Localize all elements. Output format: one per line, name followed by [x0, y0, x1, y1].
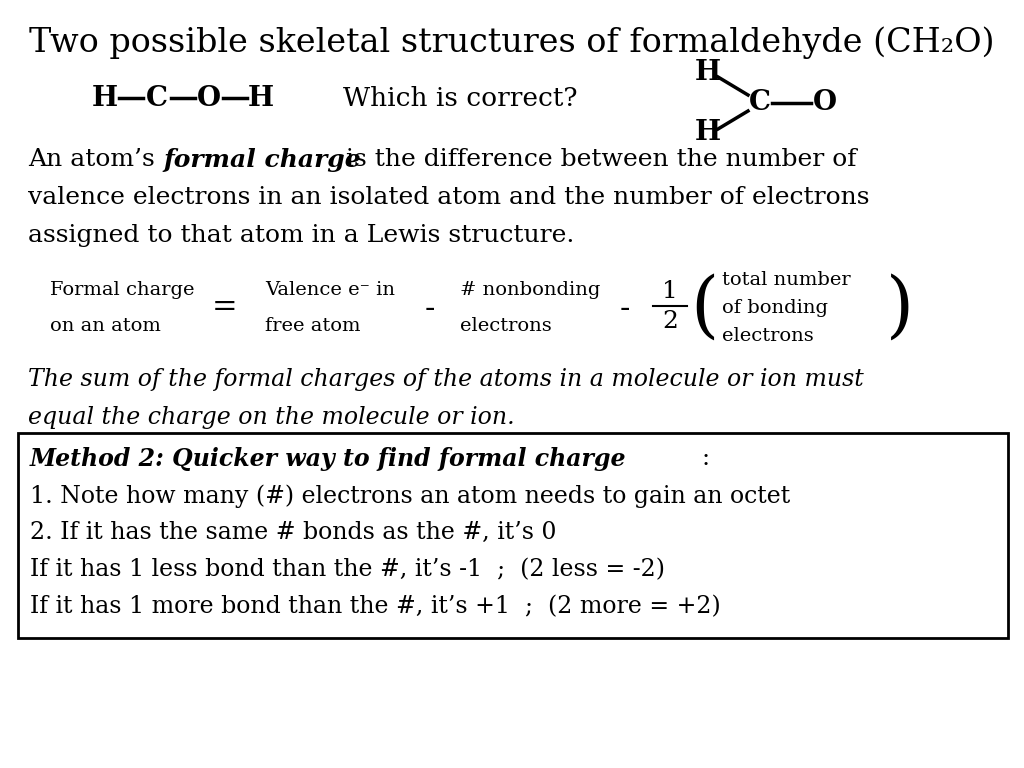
- Text: If it has 1 less bond than the #, it’s -1  ;  (2 less = -2): If it has 1 less bond than the #, it’s -…: [30, 558, 665, 581]
- Text: of bonding: of bonding: [722, 299, 828, 317]
- Text: 1: 1: [663, 280, 678, 303]
- Text: An atom’s: An atom’s: [28, 148, 163, 171]
- Text: electrons: electrons: [460, 317, 552, 335]
- Text: The sum of the formal charges of the atoms in a molecule or ion must: The sum of the formal charges of the ato…: [28, 368, 864, 391]
- Text: # nonbonding: # nonbonding: [460, 281, 600, 299]
- Text: C: C: [146, 84, 168, 111]
- Text: is the difference between the number of: is the difference between the number of: [338, 148, 856, 171]
- Text: (: (: [690, 273, 718, 343]
- Text: assigned to that atom in a Lewis structure.: assigned to that atom in a Lewis structu…: [28, 224, 574, 247]
- Text: :: :: [702, 447, 710, 470]
- Text: H: H: [92, 84, 118, 111]
- Text: ): ): [886, 273, 914, 343]
- Text: H: H: [695, 59, 721, 87]
- Text: Which is correct?: Which is correct?: [343, 85, 578, 111]
- Text: =: =: [212, 293, 238, 323]
- Text: Two possible skeletal structures of formaldehyde (CH₂O): Two possible skeletal structures of form…: [30, 26, 994, 58]
- Text: 1. Note how many (#) electrons an atom needs to gain an octet: 1. Note how many (#) electrons an atom n…: [30, 484, 791, 508]
- Text: If it has 1 more bond than the #, it’s +1  ;  (2 more = +2): If it has 1 more bond than the #, it’s +…: [30, 595, 721, 618]
- Text: -: -: [620, 293, 630, 323]
- Text: Method 2: Quicker way to find formal charge: Method 2: Quicker way to find formal cha…: [30, 447, 627, 471]
- Text: 2. If it has the same # bonds as the #, it’s 0: 2. If it has the same # bonds as the #, …: [30, 521, 556, 544]
- FancyBboxPatch shape: [18, 433, 1008, 638]
- Text: -: -: [425, 293, 435, 323]
- Text: 2: 2: [663, 310, 678, 333]
- Text: valence electrons in an isolated atom and the number of electrons: valence electrons in an isolated atom an…: [28, 186, 869, 209]
- Text: O: O: [197, 84, 221, 111]
- Text: electrons: electrons: [722, 327, 814, 345]
- Text: formal charge: formal charge: [163, 148, 360, 172]
- Text: total number: total number: [722, 271, 851, 289]
- Text: H: H: [248, 84, 274, 111]
- Text: Valence e⁻ in: Valence e⁻ in: [265, 281, 395, 299]
- Text: free atom: free atom: [265, 317, 360, 335]
- Text: O: O: [813, 90, 837, 117]
- Text: C: C: [749, 90, 771, 117]
- Text: on an atom: on an atom: [50, 317, 161, 335]
- Text: equal the charge on the molecule or ion.: equal the charge on the molecule or ion.: [28, 406, 515, 429]
- Text: Formal charge: Formal charge: [50, 281, 195, 299]
- Text: H: H: [695, 120, 721, 147]
